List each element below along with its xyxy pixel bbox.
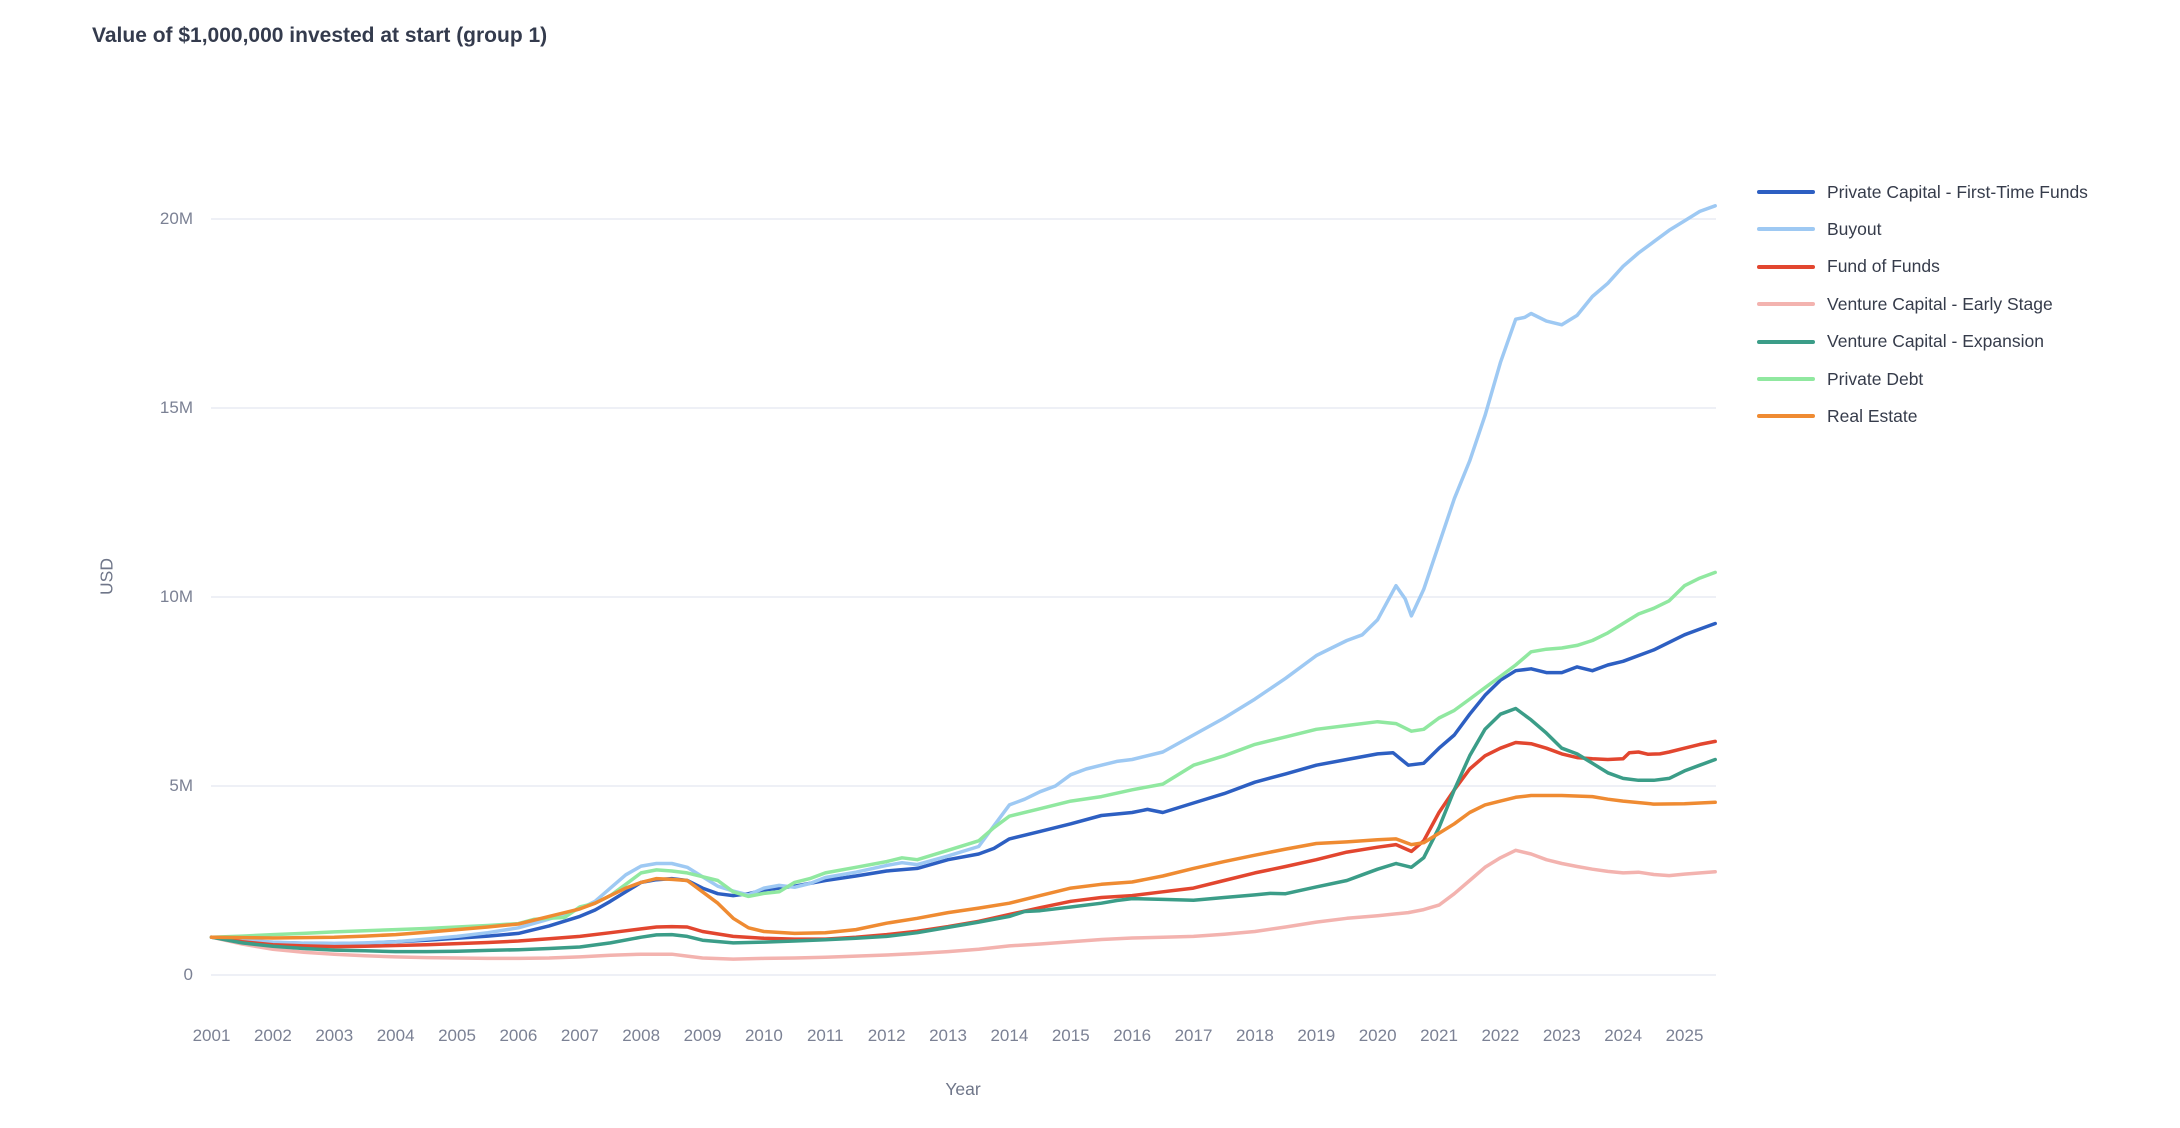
x-tick-label: 2016 — [1113, 1026, 1152, 1045]
legend-item[interactable]: Venture Capital - Expansion — [1757, 329, 2044, 355]
legend-label: Private Debt — [1827, 368, 1924, 389]
chart-title: Value of $1,000,000 invested at start (g… — [92, 24, 548, 47]
x-tick-label: 2024 — [1604, 1026, 1643, 1045]
x-tick-label: 2021 — [1420, 1026, 1458, 1045]
legend-item[interactable]: Buyout — [1757, 216, 1881, 242]
x-tick-label: 2015 — [1051, 1026, 1090, 1045]
legend-item[interactable]: Private Debt — [1757, 366, 1923, 392]
legend-item[interactable]: Venture Capital - Early Stage — [1757, 291, 2053, 317]
y-tick-label: 10M — [159, 587, 193, 606]
legend-item[interactable]: Real Estate — [1757, 403, 1917, 429]
series-line-private-debt[interactable] — [209, 570, 1717, 939]
series-line-real-estate[interactable] — [209, 793, 1717, 940]
y-axis-title: USD — [96, 558, 117, 595]
y-tick-label: 0 — [183, 965, 193, 984]
y-tick-label: 5M — [169, 776, 193, 795]
x-tick-label: 2014 — [990, 1026, 1029, 1045]
x-tick-label: 2025 — [1665, 1026, 1704, 1045]
legend-swatch-icon — [1757, 377, 1815, 381]
x-tick-label: 2022 — [1481, 1026, 1520, 1045]
x-tick-label: 2010 — [744, 1026, 783, 1045]
x-tick-label: 2013 — [929, 1026, 967, 1045]
x-tick-label: 2017 — [1174, 1026, 1213, 1045]
x-tick-label: 2012 — [867, 1026, 906, 1045]
x-axis-title: Year — [945, 1079, 981, 1099]
legend-swatch-icon — [1757, 339, 1815, 344]
legend-swatch-icon — [1757, 302, 1815, 307]
legend-label: Buyout — [1827, 218, 1882, 239]
x-tick-label: 2003 — [315, 1026, 354, 1045]
x-tick-label: 2023 — [1542, 1026, 1581, 1045]
x-tick-label: 2007 — [560, 1026, 599, 1045]
x-tick-label: 2006 — [499, 1026, 538, 1045]
legend-label: Venture Capital - Expansion — [1827, 331, 2044, 352]
legend-swatch-icon — [1757, 264, 1815, 269]
legend-swatch-icon — [1757, 227, 1815, 232]
legend-item[interactable]: Private Capital - First-Time Funds — [1757, 179, 2088, 205]
series-line-buyout[interactable] — [209, 204, 1717, 946]
legend-label: Real Estate — [1827, 405, 1918, 426]
x-tick-label: 2020 — [1358, 1026, 1397, 1045]
x-tick-label: 2009 — [683, 1026, 722, 1045]
legend-item[interactable]: Fund of Funds — [1757, 254, 1940, 280]
legend-swatch-icon — [1757, 414, 1815, 419]
x-tick-label: 2002 — [253, 1026, 292, 1045]
x-tick-label: 2005 — [438, 1026, 476, 1045]
x-tick-label: 2001 — [192, 1026, 231, 1045]
series-line-private-capital-first-time-funds[interactable] — [209, 621, 1717, 946]
x-tick-label: 2019 — [1297, 1026, 1336, 1045]
series-line-venture-capital-expansion[interactable] — [209, 706, 1717, 954]
x-tick-label: 2008 — [622, 1026, 661, 1045]
series-line-venture-capital-early-stage[interactable] — [209, 848, 1717, 961]
x-tick-label: 2018 — [1235, 1026, 1274, 1045]
y-tick-label: 15M — [159, 398, 193, 417]
x-tick-label: 2011 — [806, 1026, 844, 1045]
legend-label: Private Capital - First-Time Funds — [1827, 181, 2088, 202]
y-tick-label: 20M — [159, 209, 193, 228]
legend-label: Venture Capital - Early Stage — [1827, 293, 2053, 314]
legend-swatch-icon — [1757, 190, 1815, 194]
x-tick-label: 2004 — [376, 1026, 415, 1045]
legend-label: Fund of Funds — [1827, 256, 1940, 277]
